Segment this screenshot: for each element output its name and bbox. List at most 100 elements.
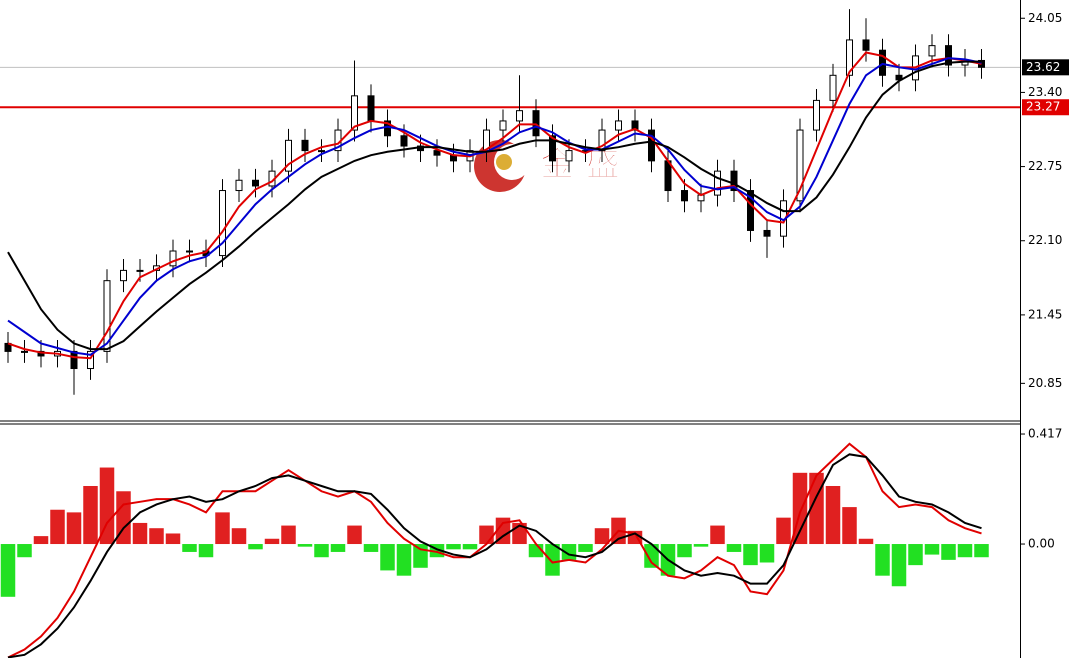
indicator-line [7,60,982,351]
histogram-bar [495,517,511,545]
y-tick-label: 22.75 [1028,159,1062,173]
candle-body [252,179,259,187]
candle-body [615,120,622,131]
candle-body [730,170,738,192]
candle-body [169,250,177,267]
candle-body [103,280,111,352]
candle-body [318,150,325,153]
histogram-bar [198,544,214,558]
histogram-bar [281,525,296,545]
histogram-bar [330,544,346,552]
histogram-bar [231,528,247,545]
histogram-bar [578,544,593,552]
histogram-bar [891,544,907,587]
histogram-bar [594,528,610,545]
histogram-bar [644,544,659,568]
histogram-bar [545,544,560,576]
candle-body [846,39,853,76]
candle-body [516,110,523,122]
candle-body [21,350,28,353]
histogram-bar [347,525,362,545]
y-tick-label: 21.45 [1028,307,1062,321]
candle-body [4,342,12,352]
candle-body [862,39,870,51]
histogram-bar [132,522,148,545]
histogram-bar [677,544,692,558]
candle-body [879,49,886,76]
histogram-bar [33,536,49,545]
histogram-bar [759,544,775,563]
candle-body [714,170,721,196]
histogram-bar [693,544,709,547]
indicator-line [7,453,982,658]
histogram-bar [726,544,742,552]
level-label: 23.27 [1026,100,1060,114]
histogram-bar [858,538,874,545]
histogram-bar [875,544,890,576]
candle-body [763,229,771,237]
candle-body [87,350,94,370]
histogram-bar [974,544,989,558]
histogram-bar [17,544,32,558]
histogram-bar [957,544,973,558]
histogram-bar [908,544,923,566]
y-tick-label: 20.85 [1028,376,1062,390]
candle-body [598,129,606,152]
candle-body [499,120,507,131]
y-tick-label: 23.40 [1028,85,1062,99]
candle-body [219,190,226,257]
histogram-bar [0,544,16,597]
candle-body [70,350,78,370]
histogram-bar [215,512,230,545]
candle-body [400,135,408,147]
candle-body [367,95,375,122]
current-price-label: 23.62 [1026,60,1060,74]
candle-body [928,45,936,57]
histogram-bar [776,517,791,545]
candle-body [285,139,292,172]
level-box [1022,99,1069,116]
histogram-bar [50,509,65,545]
histogram-bar [380,544,395,571]
y-tick-label: 24.05 [1028,11,1062,25]
histogram-bar [710,525,725,545]
histogram-bar [182,544,197,552]
candle-body [681,190,688,202]
y-tick-label: 0.417 [1028,427,1062,441]
histogram-bar [165,533,181,545]
candle-body [532,110,540,137]
candle-body [813,99,820,131]
indicator-line [7,51,982,360]
candle-body [549,135,556,162]
indicator-line [7,57,982,356]
histogram-bar [264,538,280,545]
y-tick-label: 22.10 [1028,233,1062,247]
y-tick-label: 0.00 [1028,537,1055,551]
candle-body [433,150,441,156]
histogram-bar [66,512,82,545]
candle-body [483,129,490,152]
histogram-bar [743,544,758,566]
histogram-bar [479,525,494,545]
candle-body [384,120,391,137]
candle-body [120,269,127,282]
logo-dot [496,154,512,170]
candle-body [136,269,144,272]
candle-body [235,179,243,192]
candle-body [945,45,952,66]
candle-body [565,150,573,162]
candle-body [351,95,358,131]
histogram-bar [941,544,956,560]
candle-body [796,129,804,202]
candle-body [747,190,754,231]
candle-body [301,139,309,152]
histogram-bar [462,544,478,550]
histogram-bar [413,544,428,568]
current-price-box [1022,59,1069,76]
histogram-bar [297,544,313,547]
candle-body [829,74,837,101]
histogram-bar [825,485,841,545]
candle-body [648,129,655,162]
histogram-bar [314,544,329,558]
